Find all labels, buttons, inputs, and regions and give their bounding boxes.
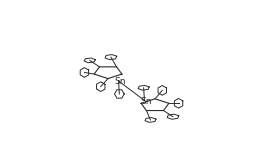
Text: Sn: Sn [114, 77, 126, 86]
Text: Sn: Sn [140, 97, 151, 106]
